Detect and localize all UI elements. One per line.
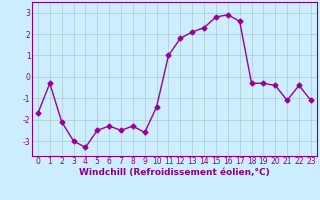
X-axis label: Windchill (Refroidissement éolien,°C): Windchill (Refroidissement éolien,°C) (79, 168, 270, 177)
